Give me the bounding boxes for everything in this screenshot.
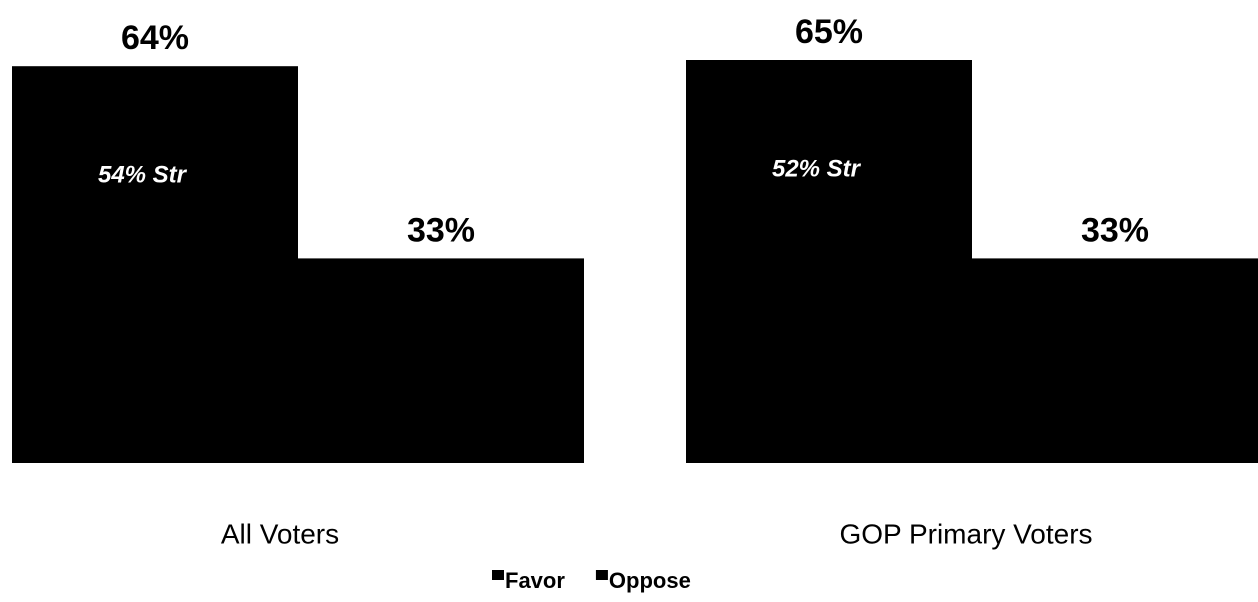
legend-label: Oppose (609, 568, 691, 593)
bar (972, 258, 1258, 463)
annotation: 54% Str (98, 162, 188, 189)
x-tick-label: All Voters (221, 518, 339, 549)
bar (298, 258, 584, 463)
legend-label: Favor (505, 568, 565, 593)
value-label: 65% (795, 13, 863, 51)
x-tick-label: GOP Primary Voters (839, 518, 1092, 549)
value-label: 33% (1081, 211, 1149, 249)
value-label: 33% (407, 211, 475, 249)
bar (12, 66, 298, 463)
legend-swatch (492, 570, 504, 580)
value-label: 64% (121, 19, 189, 57)
bar (686, 60, 972, 463)
legend-swatch (595, 570, 608, 580)
annotation: 52% Str (772, 155, 862, 182)
